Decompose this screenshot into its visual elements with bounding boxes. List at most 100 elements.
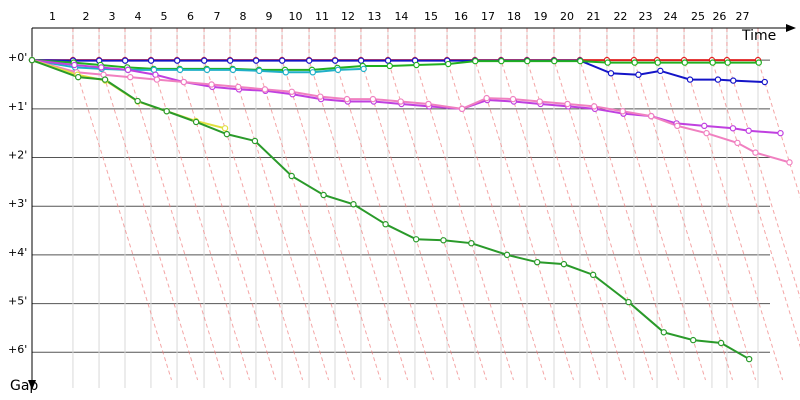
- y-tick-label: +2': [8, 149, 27, 162]
- lap-marker: [709, 59, 716, 66]
- lap-marker: [607, 70, 615, 77]
- lap-marker: [551, 57, 558, 65]
- y-axis-arrow: [28, 380, 36, 390]
- y-tick-label: +6': [8, 343, 27, 356]
- lap-marker: [631, 59, 638, 66]
- lap-marker: [660, 329, 668, 336]
- lap-marker: [317, 93, 324, 100]
- x-tick-label: 24: [664, 10, 678, 23]
- x-tick-label: 10: [289, 10, 303, 23]
- lap-marker: [282, 69, 289, 76]
- lap-line: [526, 28, 627, 381]
- lap-marker: [717, 339, 725, 347]
- lap-marker: [208, 81, 215, 88]
- lap-line: [726, 28, 800, 299]
- lap-line: [446, 28, 547, 381]
- x-tick-label: 12: [341, 10, 355, 23]
- lap-line: [72, 28, 172, 381]
- lap-marker: [173, 57, 181, 64]
- lap-marker: [261, 86, 269, 93]
- lap-line: [553, 28, 654, 381]
- lap-marker: [360, 65, 367, 73]
- x-tick-label: 6: [187, 10, 194, 23]
- lap-lines: [72, 28, 800, 381]
- lap-marker: [134, 97, 141, 105]
- lap-line: [360, 28, 460, 381]
- lap-marker: [357, 57, 365, 64]
- series-layer: [28, 56, 793, 363]
- lap-marker: [28, 56, 36, 64]
- lap-marker: [498, 57, 505, 65]
- lap-marker: [674, 122, 681, 130]
- lap-marker: [468, 239, 475, 247]
- lap-marker: [124, 66, 132, 74]
- series-line: [31, 59, 750, 360]
- lap-marker: [252, 57, 260, 64]
- y-tick-label: +1': [8, 100, 27, 113]
- x-tick-label: 16: [454, 10, 468, 23]
- lap-marker: [701, 122, 708, 130]
- lap-line: [150, 28, 250, 381]
- lap-marker: [534, 258, 541, 266]
- lap-marker: [350, 201, 357, 208]
- x-tick-label: 4: [134, 10, 141, 23]
- lap-marker: [226, 57, 234, 64]
- lap-line: [656, 28, 757, 381]
- x-tick-label: 17: [481, 10, 495, 23]
- lap-marker: [503, 251, 511, 259]
- lap-marker: [752, 149, 759, 156]
- lap-marker: [147, 57, 155, 64]
- x-tick-label: 2: [83, 10, 90, 23]
- lap-marker: [681, 59, 689, 66]
- x-tick-label: 11: [315, 10, 329, 23]
- lap-marker: [686, 76, 694, 83]
- x-tick-label: 23: [639, 10, 653, 23]
- lap-line: [633, 28, 733, 381]
- grid: +0'+1'+2'+3'+4'+5'+6'1 2 3 4 5 6 7 8 9 10 11 12 13 14…: [8, 10, 770, 388]
- lap-marker: [777, 129, 784, 137]
- lap-marker: [745, 355, 753, 363]
- lap-line: [229, 28, 330, 381]
- y-tick-label: +5': [8, 295, 27, 308]
- lap-marker: [279, 57, 286, 64]
- lap-marker: [786, 159, 793, 166]
- lap-marker: [288, 88, 295, 95]
- lap-line: [308, 28, 409, 381]
- lap-marker: [369, 95, 377, 103]
- lap-marker: [635, 71, 642, 78]
- series-line: [31, 59, 765, 84]
- lap-line: [757, 28, 800, 199]
- lap-marker: [724, 59, 731, 66]
- x-tick-label: 20: [560, 10, 574, 23]
- x-tick-label: 21: [586, 10, 600, 23]
- lap-marker: [745, 127, 752, 134]
- lap-line: [203, 28, 304, 381]
- x-tick-label: 7: [214, 10, 221, 23]
- x-axis-label: Time: [741, 28, 776, 44]
- lap-marker: [524, 57, 531, 65]
- lap-line: [98, 28, 199, 381]
- lap-marker: [101, 76, 109, 83]
- x-tick-label: 25: [691, 10, 705, 23]
- lap-line: [281, 28, 382, 381]
- lap-marker: [440, 237, 447, 244]
- x-tick-label: 19: [534, 10, 548, 23]
- x-tick-label: 27: [735, 10, 749, 23]
- lap-marker: [730, 77, 737, 84]
- lap-line: [387, 28, 487, 381]
- lap-marker: [121, 57, 129, 64]
- lap-marker: [163, 108, 170, 115]
- lap-line: [334, 28, 435, 381]
- lap-marker: [413, 61, 420, 69]
- lap-marker: [200, 57, 208, 64]
- lap-marker: [223, 130, 231, 138]
- lap-marker: [235, 83, 242, 91]
- lap-marker: [483, 94, 490, 102]
- lap-marker: [761, 78, 768, 86]
- lap-marker: [71, 61, 78, 69]
- lap-marker: [397, 98, 404, 105]
- lap-marker: [334, 66, 342, 74]
- x-tick-label: 13: [367, 10, 381, 23]
- lap-marker: [386, 62, 393, 70]
